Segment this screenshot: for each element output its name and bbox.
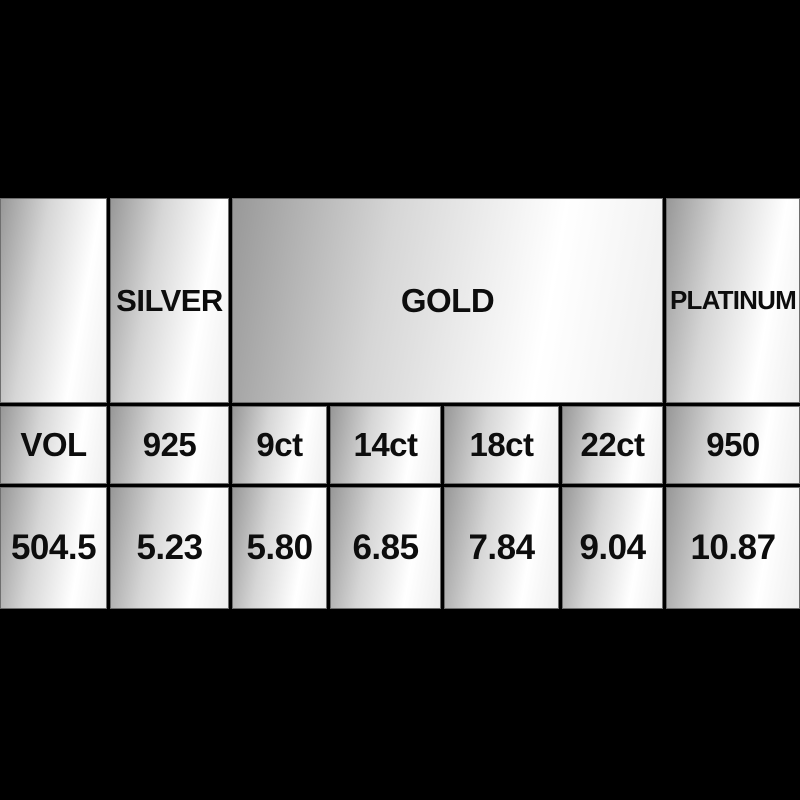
column-header-950: 950 [666, 406, 800, 484]
column-header-925: 925 [110, 406, 229, 484]
column-header-18ct: 18ct [444, 406, 559, 484]
18ct-column-label: 18ct [469, 426, 534, 463]
value-cell-925: 5.23 [110, 487, 229, 609]
platinum-group-label: PLATINUM [670, 285, 797, 315]
22ct-value: 9.04 [579, 528, 646, 567]
column-header-22ct: 22ct [562, 406, 663, 484]
header-group-silver: SILVER [110, 198, 229, 403]
value-cell-vol: 504.5 [0, 487, 107, 609]
header-corner-cell [0, 198, 107, 403]
vol-column-label: VOL [20, 426, 87, 463]
22ct-column-label: 22ct [580, 426, 645, 463]
value-cell-18ct: 7.84 [444, 487, 559, 609]
14ct-column-label: 14ct [353, 426, 418, 463]
925-value: 5.23 [136, 528, 203, 567]
value-cell-22ct: 9.04 [562, 487, 663, 609]
column-header-9ct: 9ct [232, 406, 327, 484]
value-cell-14ct: 6.85 [330, 487, 441, 609]
9ct-value: 5.80 [246, 528, 313, 567]
18ct-value: 7.84 [468, 528, 535, 567]
header-group-platinum: PLATINUM [666, 198, 800, 403]
gold-group-label: GOLD [400, 281, 495, 319]
column-header-vol: VOL [0, 406, 107, 484]
vol-value: 504.5 [10, 528, 97, 567]
value-cell-950: 10.87 [666, 487, 800, 609]
column-header-14ct: 14ct [330, 406, 441, 484]
925-column-label: 925 [142, 426, 197, 463]
950-column-label: 950 [706, 426, 760, 463]
14ct-value: 6.85 [352, 528, 419, 567]
metal-price-table: SILVER GOLD PLATINUM VOL 925 9ct 14ct 18… [0, 198, 800, 609]
value-cell-9ct: 5.80 [232, 487, 327, 609]
950-value: 10.87 [690, 528, 776, 567]
9ct-column-label: 9ct [256, 426, 303, 463]
header-group-gold: GOLD [232, 198, 663, 403]
silver-group-label: SILVER [116, 282, 223, 318]
